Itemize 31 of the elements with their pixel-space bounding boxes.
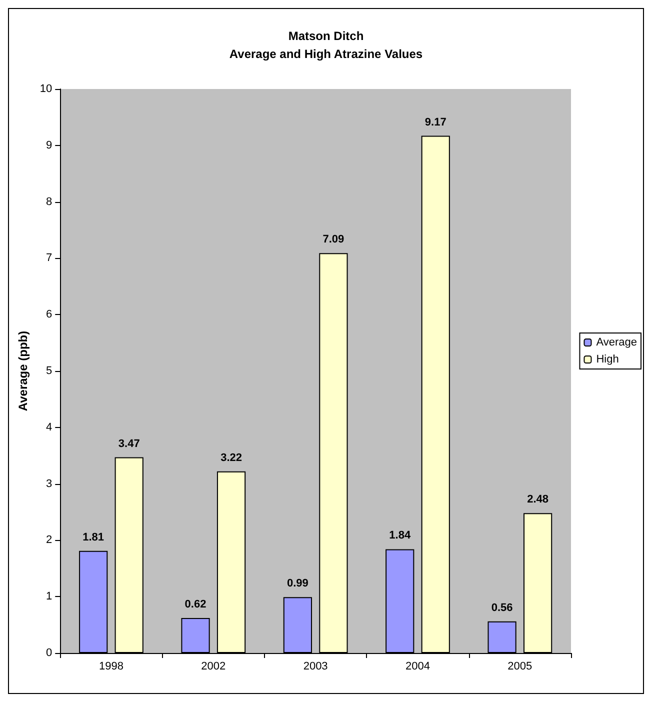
data-label: 7.09 <box>322 234 344 246</box>
x-tick-label: 1998 <box>98 660 124 672</box>
y-tick-label: 5 <box>46 365 52 377</box>
data-label: 9.17 <box>424 116 446 128</box>
y-tick-label: 6 <box>46 308 52 321</box>
data-label: 1.81 <box>82 531 104 544</box>
y-tick-label: 10 <box>40 83 52 95</box>
x-tick-label: 2005 <box>508 660 532 672</box>
data-label: 3.22 <box>220 452 242 464</box>
legend-label: High <box>596 354 619 366</box>
y-tick-label: 3 <box>46 478 52 490</box>
y-tick-label: 0 <box>46 647 52 659</box>
y-tick-label: 9 <box>46 139 52 152</box>
y-tick-label: 4 <box>46 421 52 434</box>
x-tick-label: 2004 <box>406 660 430 672</box>
data-label: 0.99 <box>286 578 308 590</box>
x-tick-label: 2003 <box>303 660 328 672</box>
chart-title: Matson Ditch <box>288 29 364 43</box>
x-tick-label: 2002 <box>201 660 226 672</box>
y-tick-label: 1 <box>46 590 52 603</box>
data-label: 3.47 <box>118 438 140 450</box>
legend-label: Average <box>596 336 638 348</box>
data-label: 1.84 <box>389 530 412 542</box>
y-axis-title: Average (ppb) <box>16 330 30 412</box>
y-tick-label: 7 <box>46 252 52 264</box>
data-label: 2.48 <box>527 494 549 506</box>
data-label: 0.56 <box>491 602 513 614</box>
y-tick-label: 2 <box>46 534 52 546</box>
y-tick-label: 8 <box>46 196 52 208</box>
chart-subtitle: Average and High Atrazine Values <box>229 47 423 61</box>
data-label: 0.62 <box>184 598 206 611</box>
